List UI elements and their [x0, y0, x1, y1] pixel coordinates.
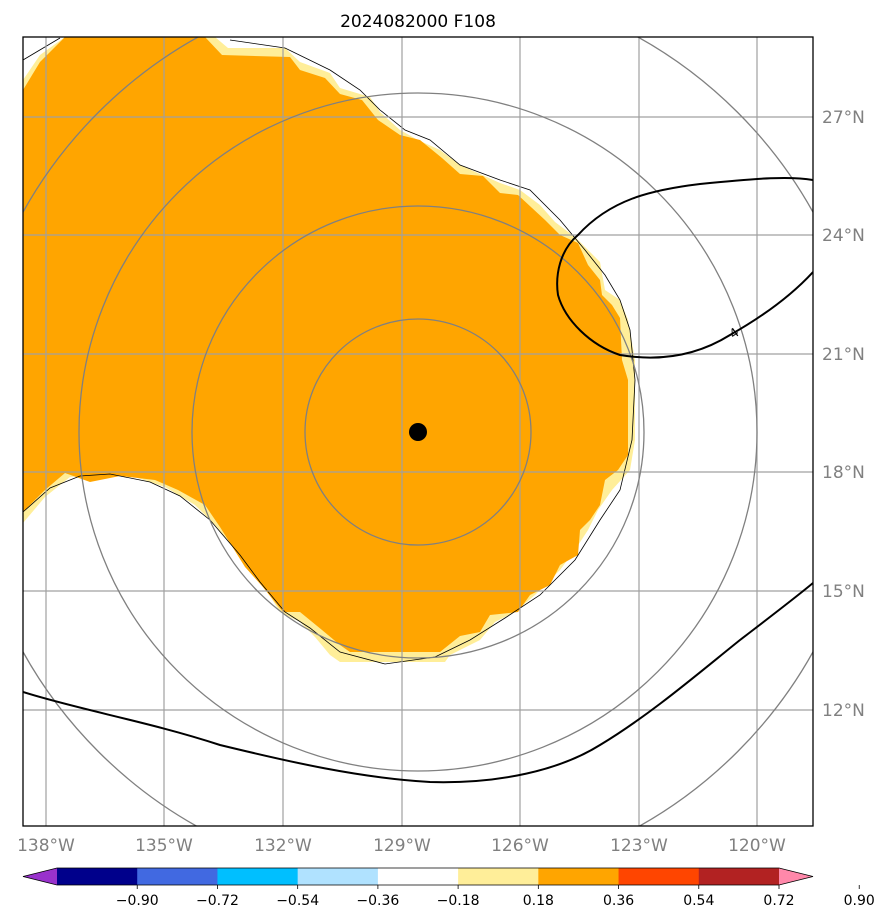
storm-center-marker [409, 423, 427, 441]
colorbar-outline [22, 867, 814, 886]
lon-label-132w: 132°W [254, 836, 312, 856]
contour-southern [23, 582, 813, 784]
range-ring [191, 205, 645, 659]
lat-label-18n: 18°N [822, 463, 865, 483]
lon-label-126w: 126°W [491, 836, 549, 856]
colorbar-extension-high [779, 868, 813, 885]
colorbar-tick-label: −0.36 [356, 893, 399, 909]
shaded-field [23, 37, 636, 665]
colorbar: −0.90 −0.72 −0.54 −0.36 −0.18 0.18 0.36 0.54 0.7… [22, 867, 875, 909]
map-title: 2024082000 F108 [340, 12, 496, 32]
lon-label-120w: 120°W [728, 836, 786, 856]
colorbar-tick-label: 0.90 [844, 893, 875, 909]
colorbar-segment [137, 868, 218, 885]
lat-label-24n: 24°N [822, 226, 865, 246]
map-panel: 4 [23, 37, 813, 826]
contour-lines: 4 [23, 176, 813, 784]
lon-label-135w: 135°W [135, 836, 193, 856]
range-ring [78, 92, 758, 772]
latitude-axis-labels: 27°N 24°N 21°N 18°N 15°N 12°N [822, 108, 865, 721]
longitude-axis-labels: 138°W 135°W 132°W 129°W 126°W 123°W 120°… [17, 836, 786, 856]
range-rings [23, 37, 813, 826]
colorbar-tick-label: −0.90 [116, 893, 159, 909]
lat-label-15n: 15°N [822, 582, 865, 602]
colorbar-extension-low [23, 868, 57, 885]
colorbar-segment [217, 868, 299, 885]
colorbar-segment [57, 868, 138, 885]
lon-label-123w: 123°W [610, 836, 668, 856]
lat-label-27n: 27°N [822, 108, 865, 128]
colorbar-tick-label: 0.72 [763, 893, 794, 909]
colorbar-tick-label: −0.54 [276, 893, 319, 909]
colorbar-tick-label: 0.18 [523, 893, 554, 909]
colorbar-tick-label: −0.18 [437, 893, 480, 909]
colorbar-tick-label: 0.54 [683, 893, 714, 909]
shaded-field-core [23, 37, 628, 652]
map-frame [22, 36, 814, 827]
colorbar-tick-label: −0.72 [196, 893, 239, 909]
colorbar-segment [618, 868, 700, 885]
colorbar-segment [538, 868, 620, 885]
colorbar-tick-label: 0.36 [603, 893, 634, 909]
colorbar-segment [698, 868, 780, 885]
lat-label-12n: 12°N [822, 701, 865, 721]
colorbar-segment [297, 868, 379, 885]
colorbar-segment [377, 868, 459, 885]
lon-label-129w: 129°W [373, 836, 431, 856]
lat-label-21n: 21°N [822, 345, 865, 365]
range-ring [304, 318, 532, 546]
contour-closed-northeast [556, 176, 813, 359]
colorbar-segment [458, 868, 539, 885]
lon-label-138w: 138°W [17, 836, 75, 856]
